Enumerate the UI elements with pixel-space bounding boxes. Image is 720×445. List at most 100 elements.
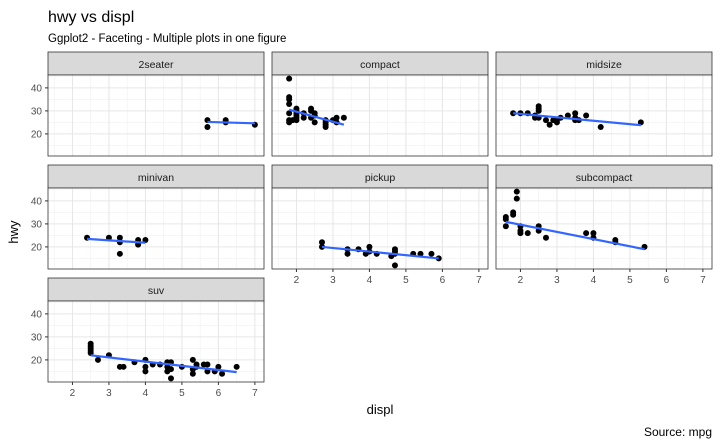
x-tick-label: 2 <box>70 388 76 399</box>
data-point <box>322 124 329 131</box>
plot-background <box>496 188 712 269</box>
fit-line <box>90 354 237 374</box>
y-tick-label: 20 <box>31 242 43 253</box>
x-tick-label: 3 <box>330 275 336 286</box>
y-tick-label: 40 <box>31 83 43 94</box>
data-point <box>524 230 531 237</box>
data-point <box>204 124 211 131</box>
facet-panel-minivan: minivan 20 30 40 <box>31 164 265 270</box>
x-tick-label: 2 <box>294 275 300 286</box>
facet-panel-suv: suv 20 30 40 2 3 4 5 6 7 <box>31 277 265 399</box>
caption: Source: mpg <box>644 425 712 439</box>
data-point <box>286 100 293 107</box>
data-point <box>546 121 553 128</box>
data-point <box>590 230 597 237</box>
fit-line <box>86 237 146 244</box>
x-tick-label: 4 <box>143 388 149 399</box>
x-tick-label: 7 <box>476 275 482 286</box>
data-point <box>583 230 590 237</box>
fit-line <box>321 245 439 260</box>
x-tick-label: 3 <box>106 388 112 399</box>
data-point <box>167 375 174 382</box>
panel-border <box>495 74 713 157</box>
x-tick-label: 5 <box>179 388 185 399</box>
y-tick-label: 40 <box>31 309 43 320</box>
data-point <box>391 262 398 269</box>
data-point <box>286 75 293 82</box>
x-tick-label: 6 <box>664 275 670 286</box>
data-point <box>428 250 435 257</box>
data-point <box>535 107 542 114</box>
data-point <box>142 368 149 375</box>
x-tick-label: 7 <box>252 388 258 399</box>
facet-strip-label: compact <box>360 59 400 71</box>
data-point <box>542 234 549 241</box>
y-tick-label: 20 <box>31 355 43 366</box>
panel-border <box>47 187 265 270</box>
fit-line <box>505 220 645 251</box>
data-point <box>542 117 549 124</box>
data-point <box>286 110 293 117</box>
x-axis-label: displ <box>367 402 394 417</box>
data-point <box>215 363 222 370</box>
data-point <box>286 96 293 103</box>
y-tick-label: 20 <box>31 129 43 140</box>
data-point <box>289 117 296 124</box>
x-tick-label: 7 <box>700 275 706 286</box>
facet-panel-compact: compact <box>271 51 489 157</box>
fit-line <box>288 108 345 126</box>
x-tick-label: 3 <box>554 275 560 286</box>
plot-background <box>48 188 264 269</box>
facet-panel-subcompact: subcompact 2 3 4 5 6 7 <box>495 164 713 286</box>
data-point <box>502 223 509 230</box>
data-point <box>311 119 318 126</box>
data-point <box>142 363 149 370</box>
chart-subtitle: Ggplot2 - Faceting - Multiple plots in o… <box>48 33 286 45</box>
data-point <box>517 230 524 237</box>
x-tick-label: 6 <box>216 388 222 399</box>
data-point <box>510 211 517 218</box>
panel-border <box>495 187 713 270</box>
x-tick-label: 5 <box>403 275 409 286</box>
data-point <box>597 124 604 131</box>
data-point <box>204 361 211 368</box>
panel-border <box>271 74 489 157</box>
y-tick-label: 30 <box>31 106 43 117</box>
facet-panel-midsize: midsize <box>495 51 713 157</box>
data-point <box>94 356 101 363</box>
data-point <box>120 363 127 370</box>
data-point <box>219 370 226 377</box>
facet-strip-label: minivan <box>138 172 174 184</box>
data-point <box>513 195 520 202</box>
plot-background <box>48 75 264 156</box>
facet-strip-label: 2seater <box>138 59 174 71</box>
x-tick-label: 6 <box>440 275 446 286</box>
facet-strip-label: suv <box>148 285 165 297</box>
panel-border <box>47 300 265 383</box>
facet-strip-label: pickup <box>365 172 396 184</box>
data-point <box>142 237 149 244</box>
data-point <box>167 366 174 373</box>
data-point <box>189 370 196 377</box>
data-point <box>300 114 307 121</box>
data-point <box>333 114 340 121</box>
y-tick-label: 30 <box>31 332 43 343</box>
plot-background <box>272 188 488 269</box>
data-point <box>637 119 644 126</box>
data-point <box>553 119 560 126</box>
fit-line <box>207 120 255 125</box>
y-tick-label: 30 <box>31 219 43 230</box>
y-axis-label: hwy <box>6 220 21 244</box>
x-tick-label: 5 <box>627 275 633 286</box>
data-point <box>116 250 123 257</box>
x-tick-label: 4 <box>591 275 597 286</box>
data-point <box>189 356 196 363</box>
panel-border <box>271 187 489 270</box>
y-tick-label: 40 <box>31 196 43 207</box>
facet-panel-2seater: 2seater 20 30 40 <box>31 51 265 157</box>
data-point <box>583 112 590 119</box>
chart-title: hwy vs displ <box>48 9 134 26</box>
x-tick-label: 4 <box>367 275 373 286</box>
data-point <box>417 250 424 257</box>
